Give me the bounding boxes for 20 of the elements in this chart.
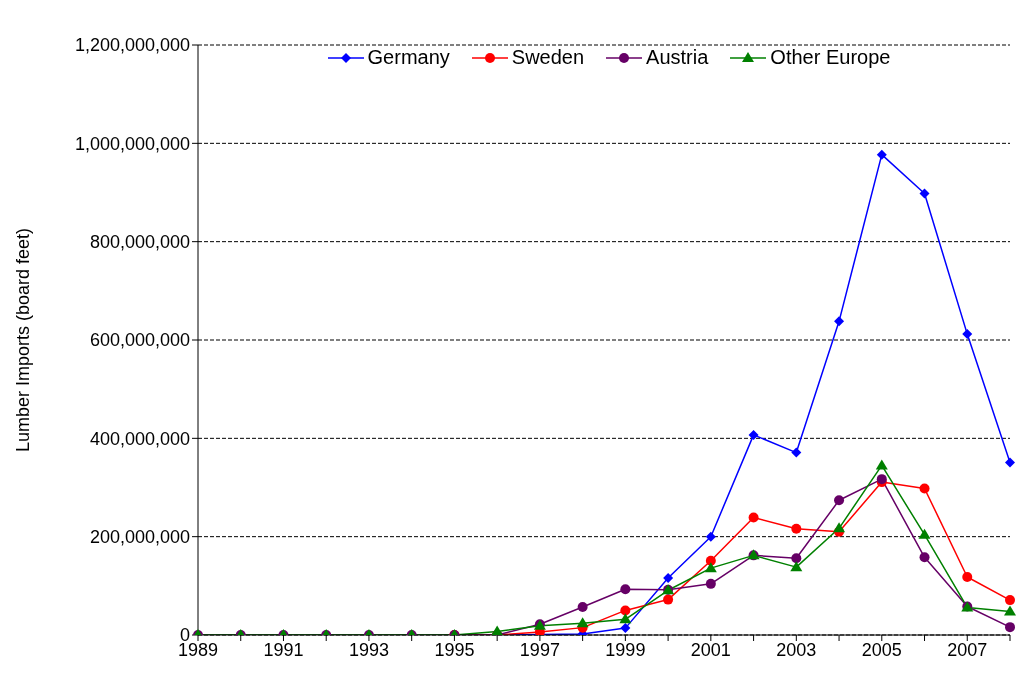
y-tick-label: 800,000,000 xyxy=(89,232,190,253)
y-axis-title: Lumber Imports (board feet) xyxy=(13,227,34,453)
legend-label: Germany xyxy=(367,46,450,69)
y-tick-label: 1,200,000,000 xyxy=(74,35,190,56)
x-tick-label: 2007 xyxy=(947,639,988,660)
x-tick-label: 1993 xyxy=(348,639,389,660)
x-tick-label: 2003 xyxy=(776,639,817,660)
x-tick-label: 1997 xyxy=(519,639,560,660)
legend-label: Austria xyxy=(646,46,709,69)
x-tick-label: 1995 xyxy=(434,639,475,660)
y-tick-label: 400,000,000 xyxy=(89,428,190,449)
y-tick-label: 600,000,000 xyxy=(89,330,190,351)
x-tick-label: 2005 xyxy=(861,639,902,660)
x-tick-label: 1991 xyxy=(263,639,304,660)
legend-label: Other Europe xyxy=(770,46,891,69)
x-tick-label: 2001 xyxy=(690,639,731,660)
x-tick-label: 1999 xyxy=(605,639,646,660)
y-tick-label: 200,000,000 xyxy=(89,527,190,548)
legend-label: Sweden xyxy=(511,46,585,69)
y-tick-label: 1,000,000,000 xyxy=(74,133,190,154)
